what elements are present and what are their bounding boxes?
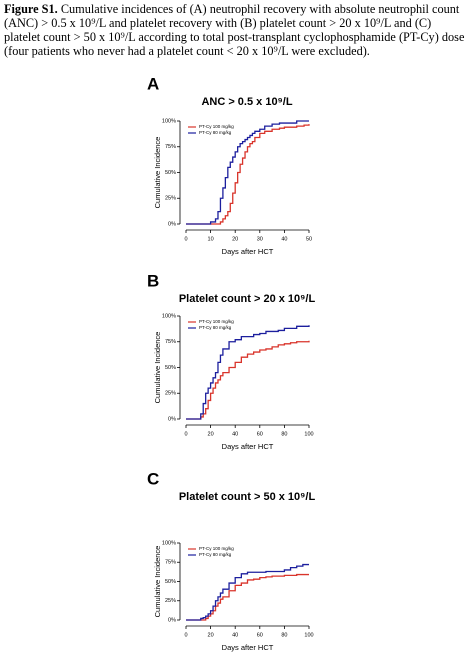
x-tick-label: 100 xyxy=(304,632,313,638)
legend-label: PT-Cy 80 mg/kg xyxy=(199,552,232,557)
y-tick-label: 0% xyxy=(168,221,176,227)
step-line xyxy=(186,120,309,225)
legend-label: PT-Cy 80 mg/kg xyxy=(199,130,232,135)
step-line xyxy=(186,325,310,420)
chart-title: Platelet count > 50 x 10⁹/L xyxy=(179,491,316,503)
y-tick-label: 25% xyxy=(165,598,176,604)
caption: Figure S1. Cumulative incidences of (A) … xyxy=(4,2,468,58)
x-tick-label: 60 xyxy=(257,431,263,437)
y-tick-label: 100% xyxy=(162,313,176,319)
y-tick-label: 0% xyxy=(168,617,176,623)
x-tick-label: 50 xyxy=(306,236,312,242)
y-tick-label: 100% xyxy=(162,540,176,546)
step-line xyxy=(186,340,310,420)
step-line xyxy=(186,563,309,621)
chart-title: ANC > 0.5 x 10⁹/L xyxy=(201,96,292,108)
x-tick-label: 40 xyxy=(232,632,238,638)
x-axis-label: Days after HCT xyxy=(222,442,274,451)
step-line xyxy=(186,124,310,225)
y-tick-label: 75% xyxy=(165,560,176,566)
legend-label: PT-Cy 100 mg/kg xyxy=(199,319,234,324)
caption-text: Cumulative incidences of (A) neutrophil … xyxy=(4,2,465,58)
y-tick-label: 75% xyxy=(165,144,176,150)
x-tick-label: 0 xyxy=(184,236,187,242)
x-tick-label: 80 xyxy=(281,431,287,437)
y-tick-label: 75% xyxy=(165,339,176,345)
y-axis-label: Cumulative Incidence xyxy=(153,332,162,404)
x-tick-label: 40 xyxy=(281,236,287,242)
chart-title: Platelet count > 20 x 10⁹/L xyxy=(179,293,316,305)
y-tick-label: 25% xyxy=(165,391,176,397)
x-tick-label: 60 xyxy=(257,632,263,638)
panel-letter: B xyxy=(147,271,159,290)
panel-letter: C xyxy=(147,469,159,488)
y-tick-label: 50% xyxy=(165,170,176,176)
y-tick-label: 100% xyxy=(162,118,176,124)
x-tick-label: 80 xyxy=(281,632,287,638)
legend-label: PT-Cy 80 mg/kg xyxy=(199,325,232,330)
x-tick-label: 20 xyxy=(208,632,214,638)
y-tick-label: 0% xyxy=(168,416,176,422)
x-axis-label: Days after HCT xyxy=(222,643,274,652)
x-tick-label: 40 xyxy=(232,431,238,437)
step-line xyxy=(186,573,309,621)
y-axis-label: Cumulative Incidence xyxy=(153,137,162,209)
x-tick-label: 20 xyxy=(208,431,214,437)
x-tick-label: 0 xyxy=(184,632,187,638)
panel-letter: A xyxy=(147,74,159,93)
legend-label: PT-Cy 100 mg/kg xyxy=(199,546,234,551)
x-tick-label: 100 xyxy=(304,431,313,437)
x-tick-label: 30 xyxy=(257,236,263,242)
x-tick-label: 0 xyxy=(184,431,187,437)
x-axis-label: Days after HCT xyxy=(222,247,274,256)
x-tick-label: 10 xyxy=(208,236,214,242)
y-tick-label: 50% xyxy=(165,365,176,371)
legend-label: PT-Cy 100 mg/kg xyxy=(199,124,234,129)
y-axis-label: Cumulative Incidence xyxy=(153,546,162,618)
caption-label: Figure S1. xyxy=(4,2,58,16)
x-tick-label: 20 xyxy=(232,236,238,242)
y-tick-label: 25% xyxy=(165,196,176,202)
y-tick-label: 50% xyxy=(165,579,176,585)
